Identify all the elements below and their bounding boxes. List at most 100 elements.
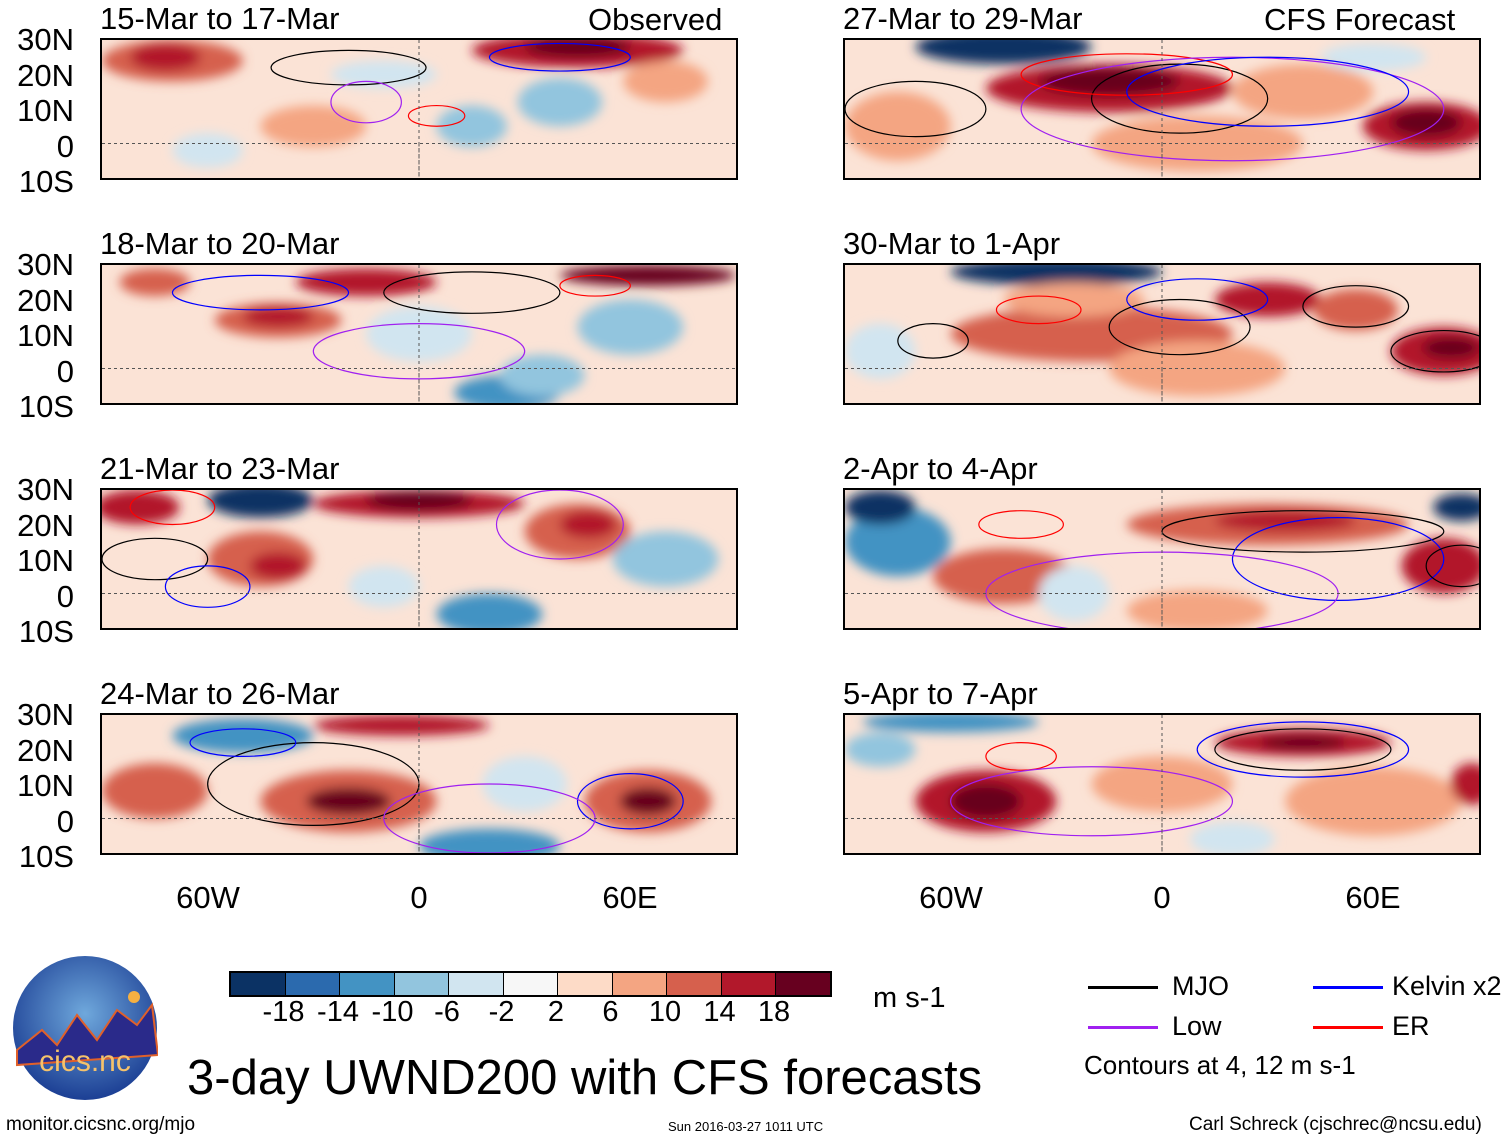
wave-contour	[1197, 722, 1408, 777]
panel-title: 21-Mar to 23-Mar	[100, 451, 340, 486]
wind-anomaly-area	[845, 490, 916, 525]
wind-anomaly-area	[1232, 64, 1374, 120]
wind-anomaly-area	[559, 265, 736, 286]
wave-contour	[1303, 286, 1409, 327]
wave-contour	[560, 275, 630, 296]
wind-anomaly-area	[915, 40, 1092, 65]
wind-anomaly-area	[207, 490, 314, 518]
wave-contour	[130, 490, 215, 525]
wind-anomaly-area	[260, 105, 367, 147]
y-tick-label: 30N	[17, 697, 74, 732]
wave-contour	[384, 272, 560, 313]
y-tick-label: 20N	[17, 732, 74, 768]
wind-anomaly-area	[1401, 538, 1479, 594]
left-header: Observed	[588, 2, 723, 37]
panel-title: 2-Apr to 4-Apr	[843, 451, 1038, 486]
map-panel	[100, 38, 738, 180]
wind-anomaly-area	[119, 268, 191, 297]
legend-line-low	[1088, 1026, 1158, 1029]
panel-title: 24-Mar to 26-Mar	[100, 676, 340, 711]
y-tick-label: 10S	[18, 614, 74, 649]
wind-anomaly-area	[436, 593, 543, 628]
wind-anomaly-area	[1422, 337, 1479, 359]
wave-contour	[986, 743, 1056, 771]
colorbar-label: -2	[488, 996, 515, 1028]
wind-anomaly-area	[950, 784, 1022, 819]
legend-line-er	[1313, 1026, 1383, 1029]
wind-anomaly-area	[436, 105, 508, 147]
wave-contour	[979, 511, 1064, 539]
wave-contour	[271, 50, 426, 85]
wave-contour	[898, 324, 968, 359]
y-tick-label: 0	[56, 578, 74, 614]
wind-anomaly-area	[1390, 109, 1462, 137]
colorbar-label: 14	[703, 996, 736, 1028]
wind-anomaly-area	[130, 43, 201, 72]
colorbar-label: 6	[602, 996, 619, 1028]
x-tick-label: 60E	[602, 880, 658, 915]
wave-contour	[1092, 64, 1268, 133]
map-panel	[843, 263, 1481, 405]
wave-contour	[1215, 729, 1391, 770]
colorbar-swatch	[449, 973, 504, 995]
wind-anomaly-area	[559, 510, 617, 539]
panel-title: 15-Mar to 17-Mar	[100, 1, 340, 36]
footer-url[interactable]: monitor.cicsnc.org/mjo	[6, 1114, 196, 1135]
cics-logo: cics.nc	[12, 955, 160, 1101]
map-panel	[100, 263, 738, 405]
colorbar-swatch	[231, 973, 286, 995]
wind-anomaly-area	[612, 531, 719, 587]
y-tick-label: 0	[56, 353, 74, 389]
wind-anomaly-area	[1190, 821, 1275, 853]
map-panel	[843, 488, 1481, 630]
wave-contour	[489, 43, 630, 71]
figure-title: 3-day UWND200 with CFS forecasts	[187, 1051, 983, 1105]
colorbar-swatch	[340, 973, 395, 995]
wind-anomaly-area	[366, 490, 472, 511]
wind-anomaly-area	[295, 268, 437, 297]
wind-anomaly-area	[1003, 282, 1145, 317]
wind-anomaly-area	[1214, 510, 1356, 532]
colorbar-swatch	[394, 973, 449, 995]
y-tick-label: 10S	[18, 164, 74, 199]
wave-contour	[1391, 331, 1479, 372]
wave-contour	[102, 538, 208, 579]
wave-contour	[172, 275, 348, 310]
wave-contour	[996, 296, 1081, 324]
legend-label-kelvin: Kelvin x2	[1392, 971, 1502, 1001]
colorbar-swatch	[776, 973, 830, 995]
wind-anomaly-area	[419, 828, 560, 853]
y-tick-label: 20N	[17, 507, 74, 543]
wave-contour	[331, 81, 401, 122]
x-tick-label: 60W	[919, 880, 983, 915]
legend-label-er: ER	[1392, 1011, 1430, 1041]
y-tick-label: 10N	[17, 768, 74, 803]
wave-contour	[190, 729, 296, 757]
wind-anomaly-area	[306, 787, 391, 816]
colorbar-swatch	[285, 973, 340, 995]
panel-title: 5-Apr to 7-Apr	[843, 676, 1038, 711]
colorbar-swatch	[503, 973, 558, 995]
y-tick-label: 0	[56, 803, 74, 839]
wind-anomaly-area	[1313, 289, 1398, 331]
wind-anomaly-area	[172, 718, 314, 753]
colorbar-label: 18	[757, 996, 791, 1028]
legend-label-mjo: MJO	[1172, 971, 1229, 1001]
wind-anomaly-area	[845, 732, 916, 767]
wave-contour	[578, 774, 684, 829]
y-tick-label: 10N	[17, 93, 74, 128]
wind-anomaly-area	[1109, 340, 1286, 397]
wind-anomaly-area	[623, 60, 708, 103]
y-tick-label: 20N	[17, 57, 74, 93]
colorbar-label: -14	[317, 996, 359, 1028]
wave-contour	[1127, 57, 1409, 126]
map-panel	[100, 488, 738, 630]
wind-anomaly-area	[102, 763, 208, 819]
wind-anomaly-area	[524, 40, 631, 58]
wind-anomaly-area	[242, 306, 314, 328]
wind-anomaly-area	[619, 787, 677, 816]
wave-contour	[496, 490, 623, 559]
x-tick-label: 60W	[176, 880, 240, 915]
y-tick-label: 30N	[17, 247, 74, 282]
